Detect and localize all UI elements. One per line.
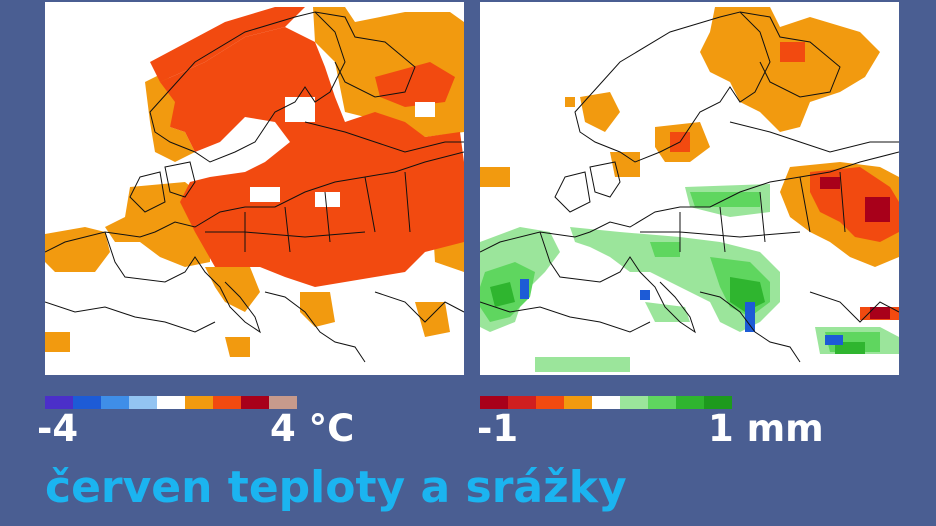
temperature-scale-swatch: [213, 396, 241, 409]
precipitation-extreme-dry-areas: [820, 177, 890, 319]
precipitation-scale-swatch: [676, 396, 704, 409]
temperature-warm-areas: [45, 7, 464, 357]
precipitation-scale-min-label: -1: [477, 407, 519, 450]
precipitation-scale-swatch: [564, 396, 592, 409]
temperature-scale-max-label: 4 °C: [270, 407, 355, 450]
temperature-neutral-areas: [250, 97, 435, 207]
precipitation-scale-swatch: [620, 396, 648, 409]
temperature-scale-swatch: [101, 396, 129, 409]
temperature-map-outlines: [45, 11, 464, 363]
temperature-scale-swatch: [157, 396, 185, 409]
temperature-scale-swatch: [73, 396, 101, 409]
temperature-scale-swatch: [129, 396, 157, 409]
precipitation-scale-swatch: [704, 396, 732, 409]
precipitation-anomaly-blue-areas: [520, 279, 843, 345]
precipitation-color-scale: [480, 396, 732, 409]
temperature-anomaly-map: [45, 2, 464, 375]
precipitation-scale-swatch: [592, 396, 620, 409]
temperature-scale-swatch: [45, 396, 73, 409]
temperature-scale-swatch: [269, 396, 297, 409]
precipitation-scale-max-label: 1 mm: [708, 407, 824, 450]
temperature-color-scale: [45, 396, 297, 409]
precipitation-map-graphic: [480, 7, 899, 372]
precipitation-anomaly-map: [480, 2, 899, 375]
temperature-scale-swatch: [185, 396, 213, 409]
temperature-scale-swatch: [241, 396, 269, 409]
precipitation-scale-swatch: [536, 396, 564, 409]
precipitation-map-outlines: [480, 11, 899, 363]
temperature-map-graphic: [45, 7, 464, 363]
precipitation-scale-swatch: [648, 396, 676, 409]
page-title: červen teploty a srážky: [45, 462, 627, 513]
precipitation-scale-swatch: [508, 396, 536, 409]
precipitation-scale-swatch: [480, 396, 508, 409]
temperature-scale-min-label: -4: [37, 407, 79, 450]
